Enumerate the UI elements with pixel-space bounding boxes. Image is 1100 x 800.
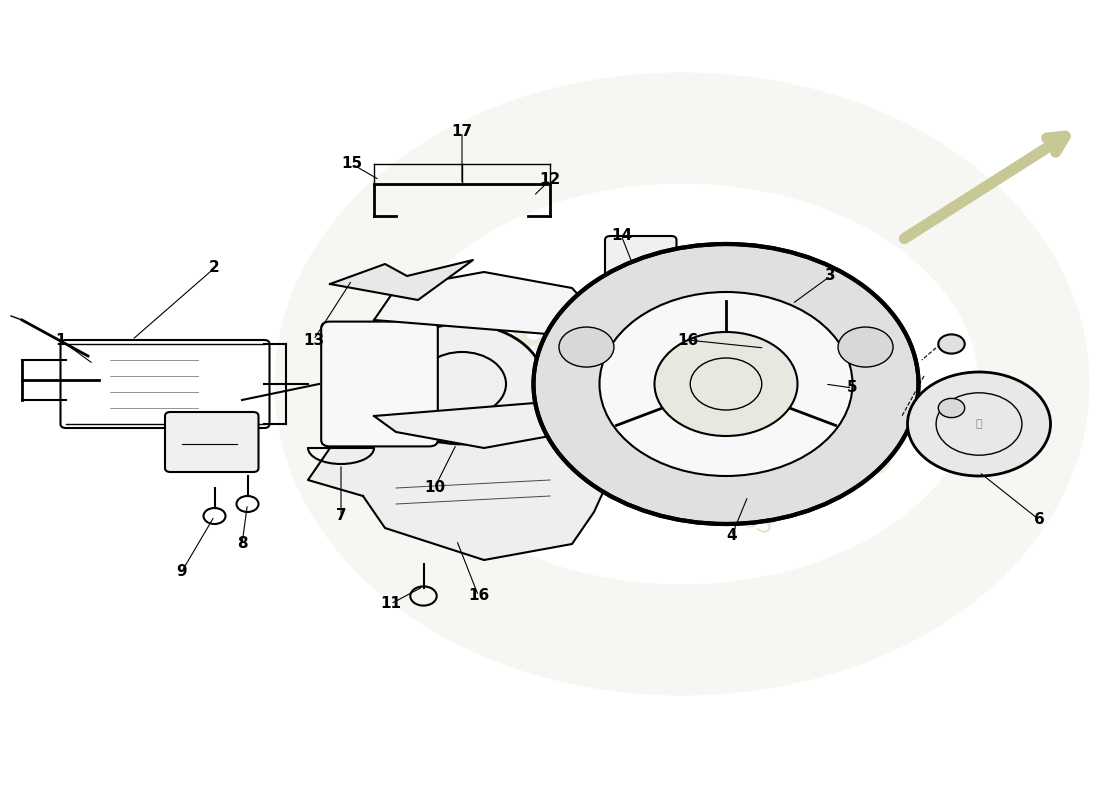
Circle shape xyxy=(938,398,965,418)
Text: 11: 11 xyxy=(379,597,401,611)
Circle shape xyxy=(908,372,1050,476)
Circle shape xyxy=(379,324,544,444)
Text: ⬛: ⬛ xyxy=(976,419,982,429)
Text: 2: 2 xyxy=(209,261,220,275)
Circle shape xyxy=(600,292,852,476)
Circle shape xyxy=(534,244,918,524)
Text: 6: 6 xyxy=(1034,513,1045,527)
Circle shape xyxy=(559,327,614,367)
Text: 3: 3 xyxy=(825,269,836,283)
FancyBboxPatch shape xyxy=(605,236,676,308)
Text: 5: 5 xyxy=(847,381,858,395)
Text: 4: 4 xyxy=(726,529,737,543)
Text: 13: 13 xyxy=(302,333,324,347)
Text: eurospares: eurospares xyxy=(455,274,909,494)
Circle shape xyxy=(654,332,798,436)
Polygon shape xyxy=(330,260,473,300)
Polygon shape xyxy=(374,400,594,448)
Text: 12: 12 xyxy=(539,173,561,187)
Text: 1: 1 xyxy=(55,333,66,347)
FancyBboxPatch shape xyxy=(60,340,270,428)
Text: 10: 10 xyxy=(424,481,446,495)
Text: 17: 17 xyxy=(451,125,473,139)
Polygon shape xyxy=(374,272,594,336)
Text: 8: 8 xyxy=(236,537,248,551)
Text: 14: 14 xyxy=(610,229,632,243)
Circle shape xyxy=(938,334,965,354)
Text: a passion... since 1983: a passion... since 1983 xyxy=(499,420,777,540)
FancyBboxPatch shape xyxy=(321,322,438,446)
Text: 7: 7 xyxy=(336,509,346,523)
Polygon shape xyxy=(308,432,616,560)
Text: 15: 15 xyxy=(341,157,363,171)
Text: 16: 16 xyxy=(468,589,490,603)
Text: 16: 16 xyxy=(676,333,698,347)
Circle shape xyxy=(838,327,893,367)
Text: 9: 9 xyxy=(176,565,187,579)
FancyBboxPatch shape xyxy=(165,412,258,472)
